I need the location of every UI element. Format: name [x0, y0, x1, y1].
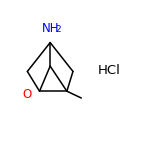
Text: O: O — [22, 88, 31, 102]
Text: HCl: HCl — [98, 64, 121, 77]
Text: 2: 2 — [55, 25, 61, 34]
Text: NH: NH — [41, 22, 59, 35]
